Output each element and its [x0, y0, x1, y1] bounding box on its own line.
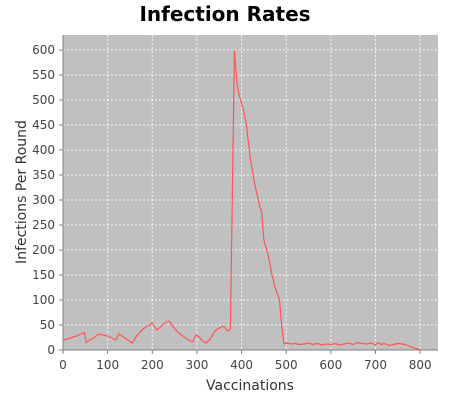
x-tick-label: 400	[230, 358, 253, 372]
y-tick-label: 300	[32, 193, 55, 207]
y-axis-tick-labels: 0 50 100 150 200 250 300 350 400 450 500 550 600	[32, 43, 55, 357]
y-tick-label: 200	[32, 243, 55, 257]
y-tick-label: 350	[32, 168, 55, 182]
y-tick-label: 400	[32, 143, 55, 157]
x-tick-label: 0	[59, 358, 67, 372]
x-tick-label: 100	[96, 358, 119, 372]
x-tick-label: 600	[319, 358, 342, 372]
axes	[59, 35, 438, 354]
plot-area	[63, 35, 438, 350]
x-tick-label: 800	[409, 358, 432, 372]
y-tick-label: 550	[32, 68, 55, 82]
x-tick-label: 500	[275, 358, 298, 372]
x-tick-label: 700	[364, 358, 387, 372]
x-axis-tick-labels: 0 100 200 300 400 500 600 700 800	[59, 358, 431, 372]
y-tick-label: 0	[47, 343, 55, 357]
y-axis-label: Infections Per Round	[14, 120, 30, 264]
y-tick-label: 150	[32, 268, 55, 282]
y-tick-label: 450	[32, 118, 55, 132]
y-tick-label: 100	[32, 293, 55, 307]
y-tick-label: 50	[40, 318, 55, 332]
chart-title: Infection Rates	[139, 2, 310, 26]
x-tick-label: 200	[141, 358, 164, 372]
y-tick-label: 600	[32, 43, 55, 57]
y-tick-label: 500	[32, 93, 55, 107]
y-tick-label: 250	[32, 218, 55, 232]
x-axis-label: Vaccinations	[206, 378, 294, 394]
x-tick-label: 300	[185, 358, 208, 372]
series-layer	[62, 50, 421, 351]
series-line-0	[62, 50, 421, 351]
